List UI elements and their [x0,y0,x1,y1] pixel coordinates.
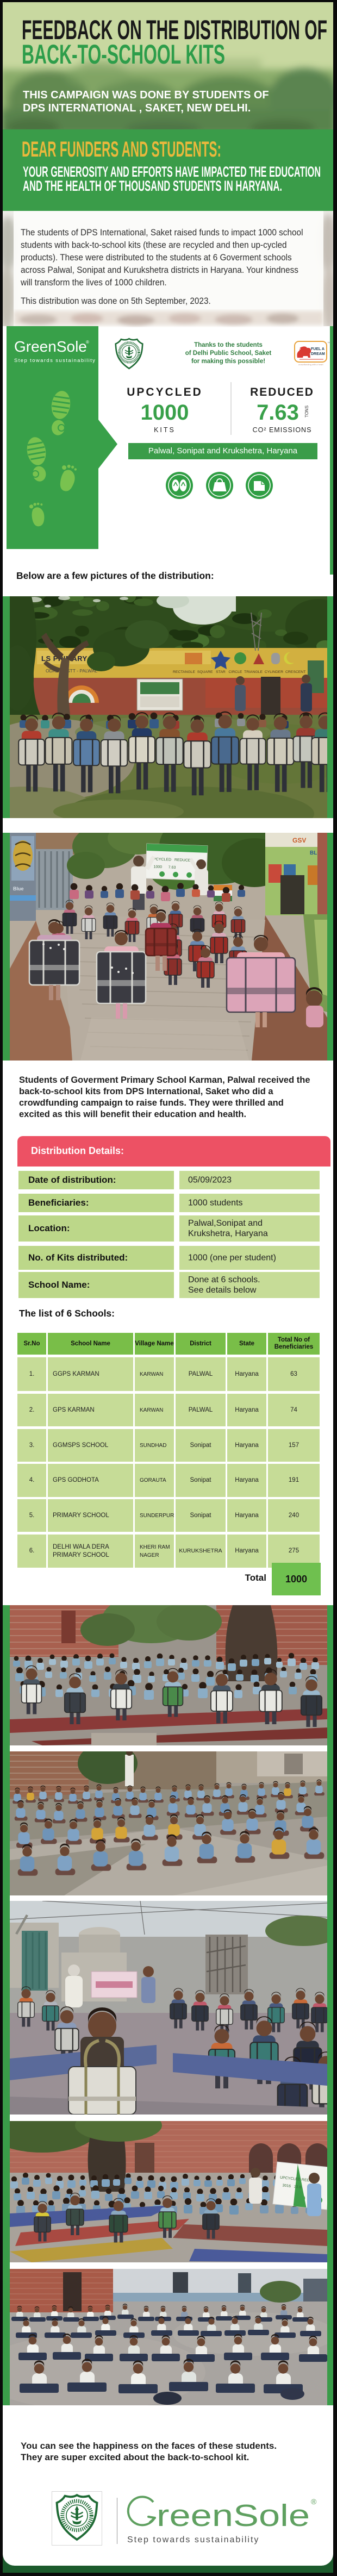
svg-text:crowdfunding with a heart: crowdfunding with a heart [298,363,323,366]
svg-text:KITS: KITS [154,426,176,434]
svg-text:UPCYCLED REDUCED: UPCYCLED REDUCED [151,857,194,863]
svg-text:1000 7.63: 1000 7.63 [153,865,176,869]
svg-text:7.63: 7.63 [257,401,299,425]
svg-text:reenSole: reenSole [157,2498,310,2533]
svg-text:FUEL A: FUEL A [311,347,324,351]
svg-text:™: ™ [327,341,330,345]
svg-text:3016 23.6: 3016 23.6 [282,2184,302,2190]
svg-text:GreenSole: GreenSole [14,338,87,355]
svg-text:1000: 1000 [141,401,189,425]
svg-text:Step towards sustainability: Step towards sustainability [127,2535,259,2544]
svg-text:GSV: GSV [292,837,306,844]
svg-text:®: ® [311,2497,317,2506]
svg-text:YOUR GENEROSITY AND EFFORTS HA: YOUR GENEROSITY AND EFFORTS HAVE IMPACTE… [23,164,321,180]
svg-text:UPCYCLED: UPCYCLED [127,386,203,398]
svg-text:ODAL - DISTT - PALWAL: ODAL - DISTT - PALWAL [46,668,98,673]
svg-text:BACK-TO-SCHOOL KITS: BACK-TO-SCHOOL KITS [22,39,225,70]
svg-text:DPS INTERNATIONAL , SAKET, NEW: DPS INTERNATIONAL , SAKET, NEW DELHI. [23,102,251,114]
svg-text:FEEDBACK ON THE DISTRIBUTION O: FEEDBACK ON THE DISTRIBUTION OF [22,15,327,45]
svg-text:AND THE HEALTH OF THOUSAND STU: AND THE HEALTH OF THOUSAND STUDENTS IN H… [23,178,282,194]
svg-text:BLO: BLO [310,850,321,856]
svg-text:THIS CAMPAIGN WAS DONE BY STUD: THIS CAMPAIGN WAS DONE BY STUDENTS OF [23,89,269,101]
svg-text:DEAR FUNDERS AND STUDENTS:: DEAR FUNDERS AND STUDENTS: [22,138,221,161]
svg-text:®: ® [86,340,89,345]
svg-text:TONS: TONS [304,406,309,417]
svg-text:REDUCED: REDUCED [250,386,314,398]
svg-text:Blue: Blue [13,886,24,891]
svg-text:RECTANGLE SQUARE STAR CIR: RECTANGLE SQUARE STAR CIRCLE TRIANGLE CY… [173,670,305,674]
svg-text:DREAM: DREAM [311,352,325,356]
svg-text:Step towards sustainability: Step towards sustainability [14,358,96,364]
svg-text:CO² EMISSIONS: CO² EMISSIONS [253,426,312,434]
